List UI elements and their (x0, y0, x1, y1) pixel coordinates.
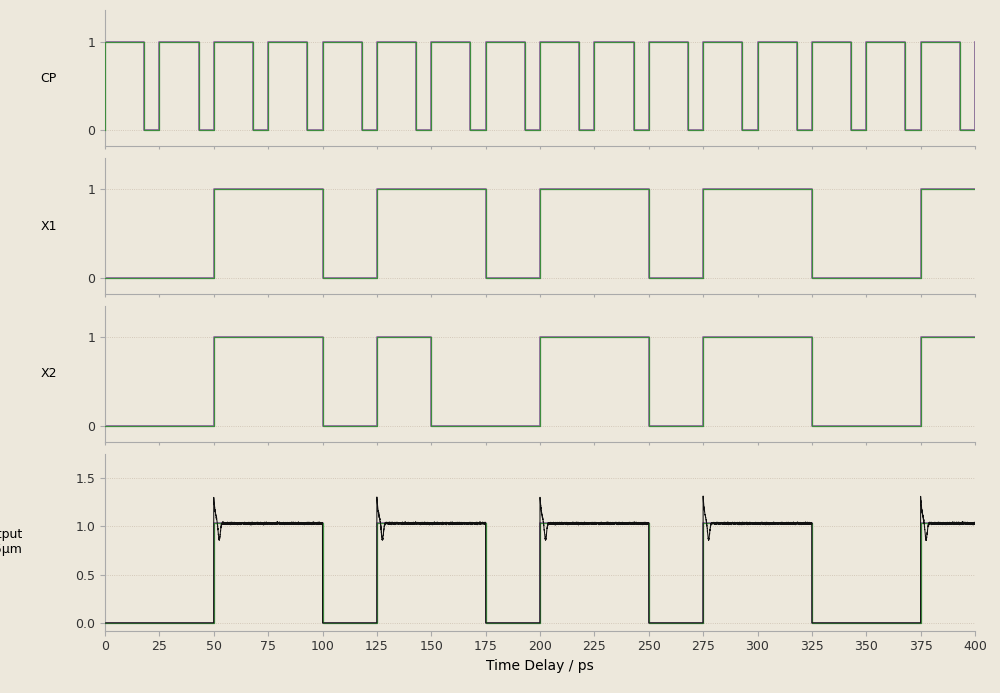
Y-axis label: X1: X1 (40, 220, 57, 233)
Y-axis label: X2: X2 (40, 367, 57, 380)
X-axis label: Time Delay / ps: Time Delay / ps (486, 659, 594, 673)
Y-axis label: Output
λ=1.55μm: Output λ=1.55μm (0, 528, 22, 556)
Y-axis label: CP: CP (40, 72, 57, 85)
